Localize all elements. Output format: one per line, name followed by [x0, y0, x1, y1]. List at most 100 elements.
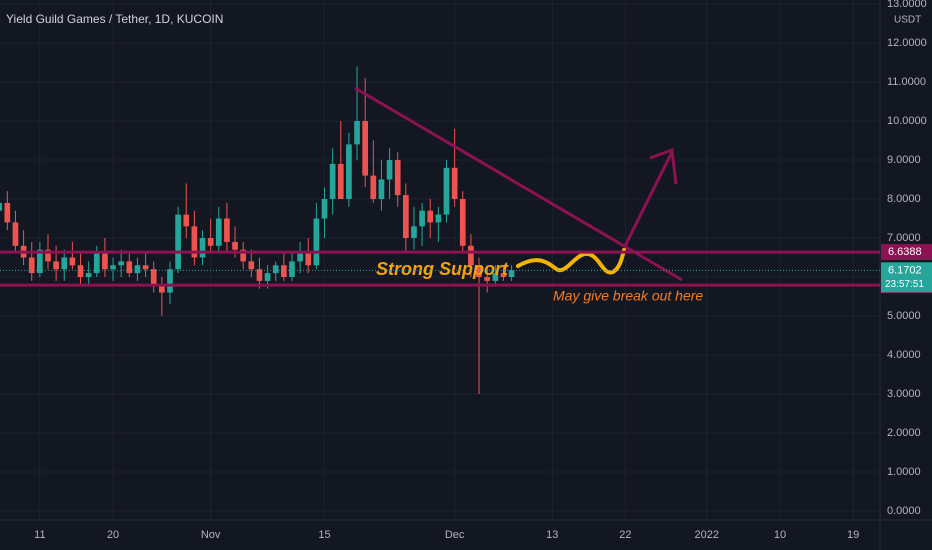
candle-body — [53, 261, 59, 270]
candle-body — [93, 253, 100, 274]
annotation: Strong Support — [376, 259, 509, 279]
candle-body — [232, 241, 238, 250]
trend-line — [354, 86, 683, 282]
level-price-box — [881, 244, 932, 261]
x-tick-label: 13 — [546, 529, 558, 541]
candle-body — [240, 249, 247, 262]
candle-body — [329, 163, 336, 199]
candle-body — [419, 210, 425, 227]
y-tick-label: 8.0000 — [887, 193, 921, 205]
x-tick-label: 19 — [847, 529, 859, 541]
y-tick-label: 5.0000 — [887, 310, 921, 322]
y-tick-label: 3.0000 — [887, 388, 921, 400]
x-tick-label: 22 — [619, 529, 631, 541]
level-price-label: 6.6388 — [888, 246, 922, 258]
annotation: May give break out here — [553, 288, 703, 304]
candle-body — [297, 253, 303, 262]
candle-body — [508, 270, 515, 277]
x-tick-label: Dec — [445, 529, 465, 541]
candle-body — [272, 265, 279, 274]
y-tick-label: 10.0000 — [887, 115, 927, 127]
candle-body — [207, 238, 214, 246]
candle-body — [492, 273, 499, 281]
candle-body — [386, 160, 393, 180]
candle-body — [500, 273, 507, 277]
x-tick-label: 11 — [34, 529, 45, 541]
countdown-label: 23:57:51 — [885, 279, 924, 290]
candle-body — [45, 249, 51, 262]
y-tick-label: 4.0000 — [887, 349, 921, 361]
x-tick-label: 10 — [774, 529, 786, 541]
candle-body — [85, 273, 92, 277]
candle-body — [224, 218, 230, 242]
candle-body — [134, 265, 141, 274]
currency-label: USDT — [894, 15, 921, 26]
candle-body — [28, 257, 35, 274]
y-tick-label: 12.0000 — [887, 37, 927, 49]
candle-body — [61, 257, 68, 270]
last-price-label: 6.1702 — [888, 264, 922, 276]
candle-body — [142, 265, 149, 270]
candle-body — [118, 261, 125, 266]
arrow-shaft — [623, 151, 674, 247]
candle-body — [305, 253, 312, 266]
candle-body — [199, 238, 206, 258]
candle-body — [4, 202, 11, 223]
candle-body — [248, 261, 255, 270]
last-price-box — [881, 262, 932, 293]
candle-body — [167, 269, 173, 293]
candle-body — [354, 121, 360, 145]
x-tick-label: 20 — [107, 529, 119, 541]
y-tick-label: 13.0000 — [887, 0, 927, 10]
candle-body — [459, 199, 466, 246]
candle-body — [37, 249, 43, 274]
candle-body — [150, 269, 157, 285]
y-tick-label: 11.0000 — [887, 76, 926, 88]
candle-body — [411, 226, 417, 238]
candle-body — [256, 269, 263, 281]
candle-body — [451, 167, 458, 199]
candle-body — [289, 261, 295, 277]
candle-body — [378, 179, 385, 199]
y-tick-label: 9.0000 — [887, 154, 921, 166]
candle-body — [476, 265, 482, 277]
candle-body — [0, 202, 3, 211]
wave-drawing — [516, 248, 626, 275]
candle-body — [77, 265, 84, 277]
candle-body — [362, 121, 369, 176]
y-tick-label: 1.0000 — [887, 466, 921, 478]
candle-body — [126, 261, 133, 274]
candle-body — [370, 175, 377, 199]
candle-body — [69, 257, 76, 266]
candle-body — [443, 167, 450, 215]
candle-body — [215, 218, 222, 246]
arrow-head — [649, 147, 678, 185]
candle-body — [346, 144, 352, 199]
candle-body — [321, 199, 328, 219]
candle-body — [394, 160, 401, 196]
y-tick-label: 0.0000 — [887, 505, 921, 517]
candle-body — [175, 214, 181, 270]
candle-body — [313, 218, 320, 266]
candle-body — [280, 265, 287, 277]
chart-title: Yield Guild Games / Tether, 1D, KUCOIN — [6, 12, 223, 26]
candle-body — [468, 245, 474, 266]
candle-body — [12, 222, 19, 246]
candle-body — [337, 163, 344, 199]
candle-body — [435, 214, 442, 223]
candle-body — [159, 284, 165, 293]
candle-body — [402, 195, 409, 238]
y-tick-label: 7.0000 — [887, 232, 921, 244]
x-tick-label: Nov — [201, 529, 221, 541]
candle-body — [183, 214, 190, 227]
y-tick-label: 2.0000 — [887, 427, 921, 439]
candle-body — [264, 273, 271, 281]
candle-body — [484, 277, 491, 281]
x-tick-label: 15 — [318, 529, 330, 541]
candle-body — [102, 253, 108, 270]
candle-body — [110, 265, 116, 270]
candles — [0, 66, 515, 394]
candle-body — [427, 210, 434, 223]
candle-body — [191, 226, 198, 258]
